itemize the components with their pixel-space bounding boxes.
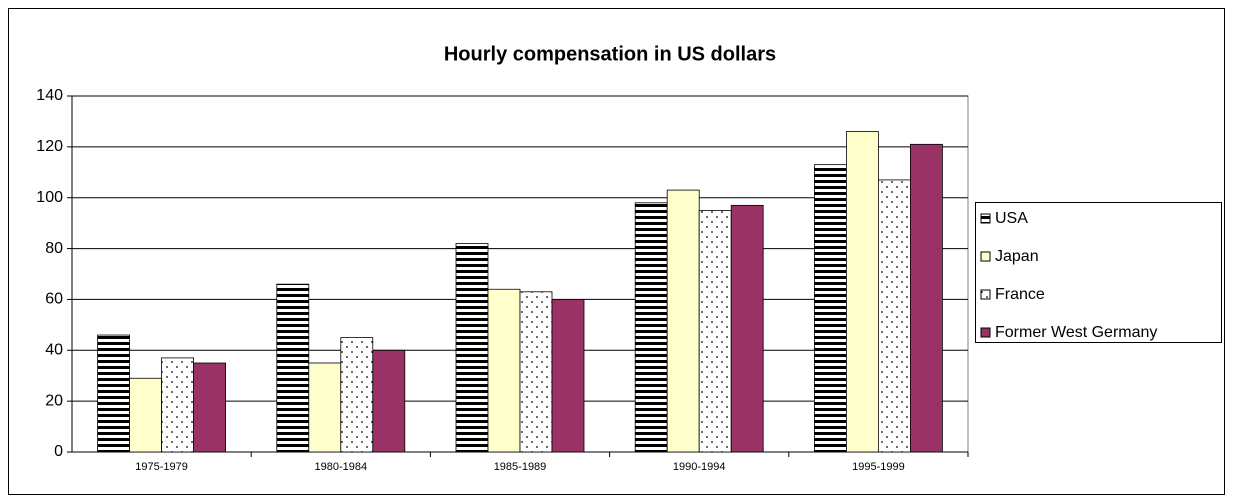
bar (846, 131, 879, 453)
legend (975, 202, 1222, 343)
bar (193, 362, 227, 453)
x-tick-label: 1990-1994 (673, 461, 726, 473)
bar (551, 299, 585, 453)
legend-label: Japan (995, 248, 1039, 265)
bar (97, 334, 130, 453)
bar (910, 143, 943, 453)
x-tick-label: 1985-1989 (494, 461, 547, 473)
bar (519, 291, 553, 453)
y-tick-label: 40 (45, 342, 63, 359)
chart-title: Hourly compensation in US dollars (444, 43, 776, 65)
bar (698, 210, 732, 453)
legend-swatch (980, 251, 991, 262)
legend-swatch (980, 327, 991, 338)
legend-label: USA (995, 210, 1028, 227)
legend-label: Former West Germany (995, 324, 1157, 341)
legend-swatch (980, 213, 991, 224)
bar (730, 204, 764, 453)
bar (455, 243, 489, 453)
y-tick-label: 60 (45, 291, 63, 308)
x-tick-label: 1975-1979 (135, 461, 188, 473)
y-tick-label: 0 (54, 443, 63, 460)
bar (129, 377, 163, 453)
y-tick-label: 120 (36, 138, 63, 155)
y-tick-label: 140 (36, 87, 63, 104)
bar (814, 164, 847, 453)
x-tick-label: 1980-1984 (314, 461, 367, 473)
legend-swatch (980, 289, 991, 300)
y-tick-label: 80 (45, 240, 63, 257)
bar (276, 283, 310, 453)
bar (340, 337, 374, 453)
bar (308, 362, 342, 453)
legend-label: France (995, 286, 1045, 303)
bar (487, 288, 521, 453)
bar (666, 189, 700, 453)
y-tick-label: 20 (45, 392, 63, 409)
bar (634, 202, 668, 453)
x-tick-label: 1995-1999 (852, 461, 905, 473)
bar (161, 357, 195, 453)
y-tick-label: 100 (36, 189, 63, 206)
bar (878, 179, 911, 453)
bar (372, 349, 406, 453)
